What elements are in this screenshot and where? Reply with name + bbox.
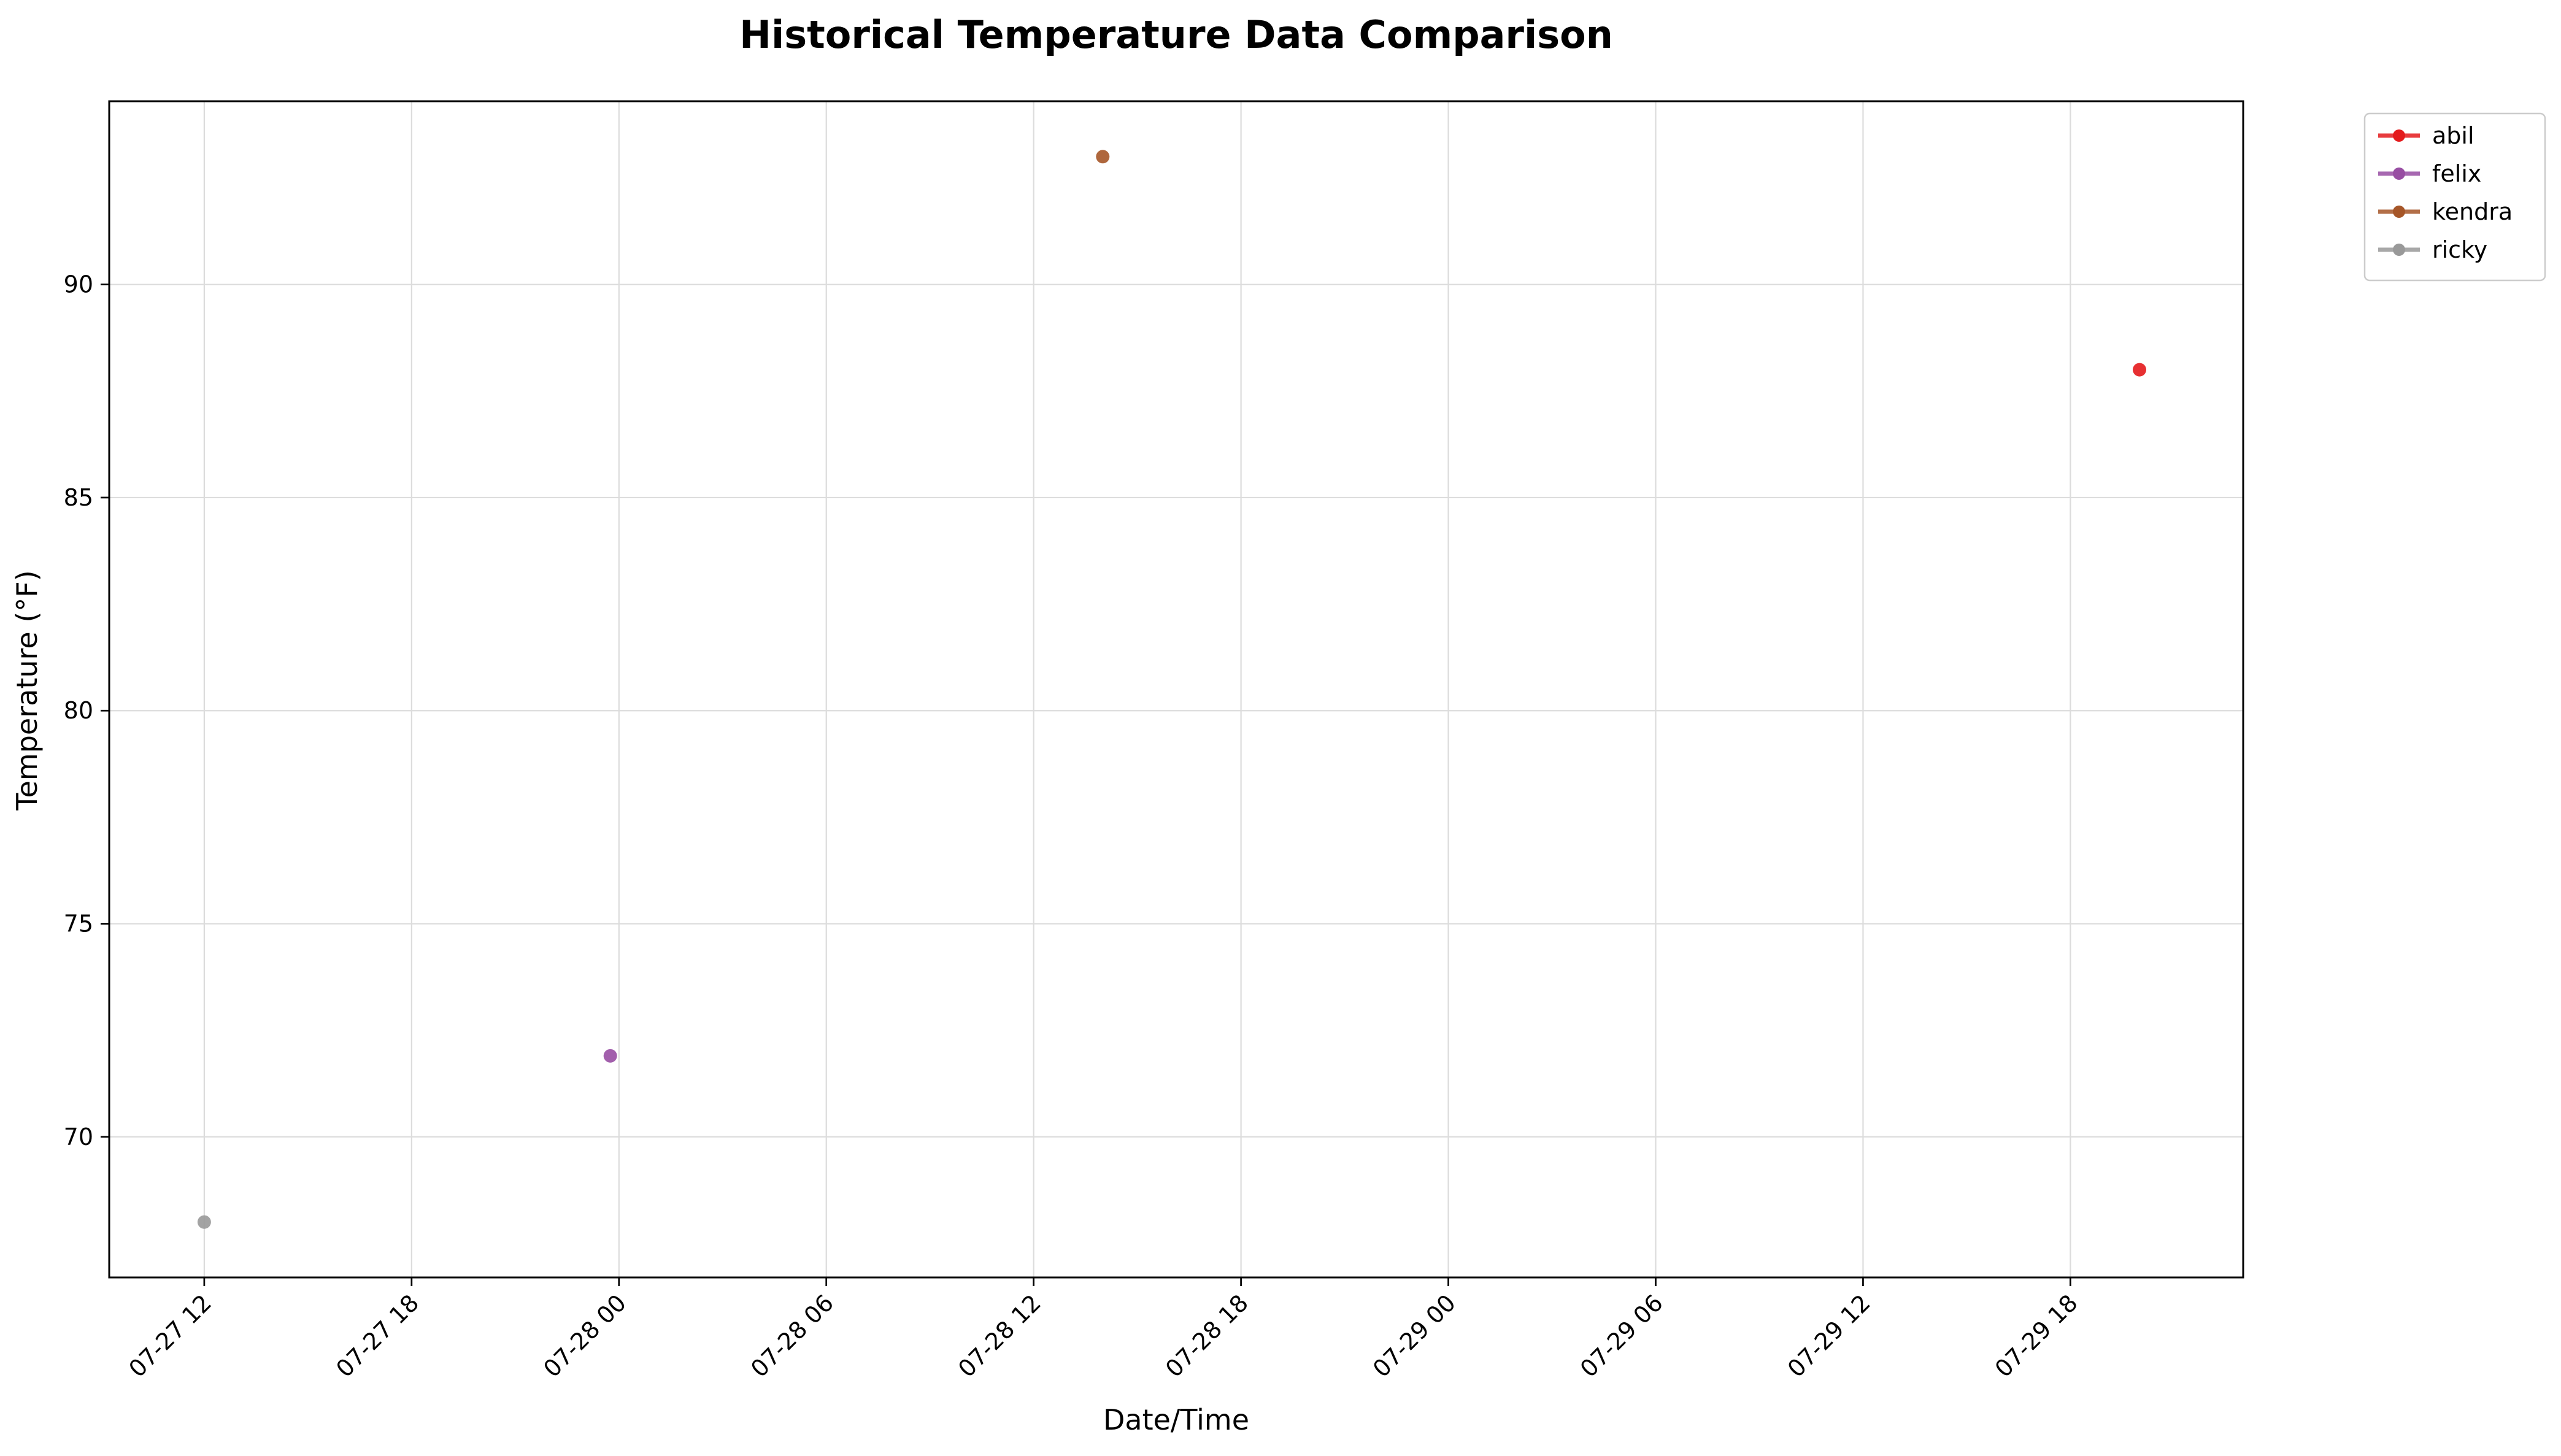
- legend-label-kendra: kendra: [2432, 198, 2513, 225]
- data-points: [197, 150, 2147, 1229]
- y-tick-label: 70: [64, 1123, 93, 1150]
- chart-title: Historical Temperature Data Comparison: [739, 12, 1613, 57]
- y-tick-label: 75: [64, 911, 93, 938]
- legend-box: [2363, 112, 2546, 282]
- legend-label-ricky: ricky: [2432, 236, 2487, 263]
- x-axis-label: Date/Time: [1103, 1403, 1249, 1436]
- y-tick-label: 85: [64, 484, 93, 511]
- data-point-kendra: [1096, 150, 1110, 164]
- grid: [109, 101, 2243, 1277]
- legend: abil felix kendra ricky: [2363, 112, 2546, 282]
- y-tick-label: 80: [64, 697, 93, 724]
- data-point-abil: [2133, 363, 2147, 377]
- legend-label-felix: felix: [2432, 160, 2481, 187]
- legend-marker-felix: [2393, 168, 2405, 180]
- legend-label-abil: abil: [2432, 122, 2474, 149]
- legend-marker-abil: [2393, 129, 2405, 142]
- data-point-ricky: [197, 1215, 211, 1229]
- legend-marker-kendra: [2393, 206, 2405, 218]
- y-axis-label: Temperature (°F): [10, 570, 44, 811]
- plot-frame: [108, 100, 2244, 1279]
- y-tick-label: 90: [64, 271, 93, 298]
- data-point-felix: [603, 1049, 617, 1063]
- legend-marker-ricky: [2393, 244, 2405, 256]
